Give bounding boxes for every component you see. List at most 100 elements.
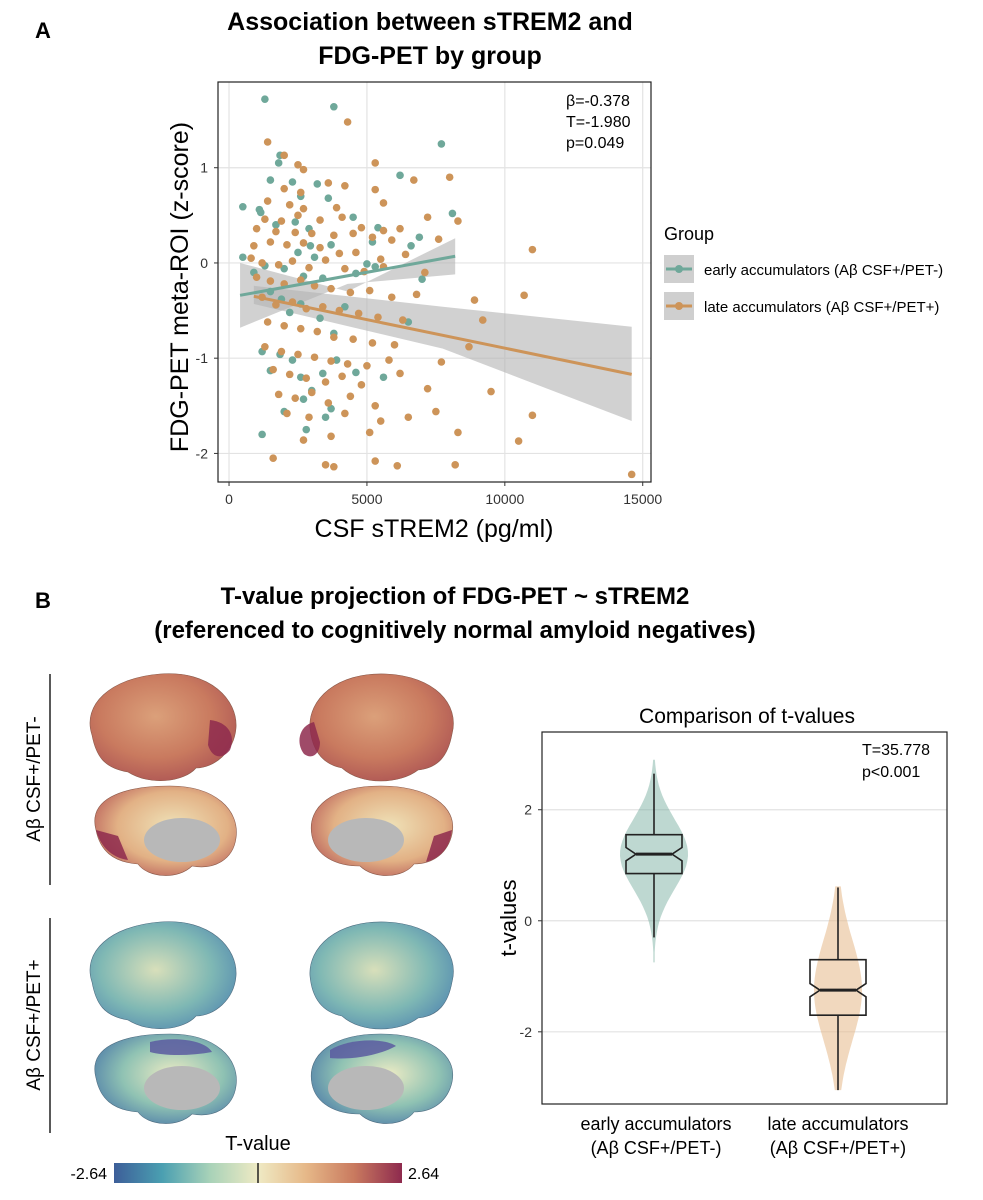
scatter-point-early	[261, 95, 269, 103]
scatter-point-late	[371, 185, 380, 194]
scatter-point-late	[307, 229, 316, 238]
brain-early-right-medial-region	[426, 830, 452, 862]
scatter-point-late	[294, 350, 302, 359]
brain-early-right-medial-core	[328, 818, 404, 862]
scatter-point-late	[338, 372, 346, 381]
scatter-point-early	[352, 368, 360, 377]
scatter-plot-frame	[217, 81, 652, 483]
y-tick-label: 0	[524, 913, 532, 929]
scatter-point-late	[437, 358, 446, 366]
regression-line-early	[239, 254, 456, 297]
scatter-point-late	[478, 316, 487, 324]
brain-early-right-lateral	[309, 673, 454, 782]
brain-early-right-lateral-region	[299, 722, 320, 757]
scatter-point-early	[288, 178, 297, 186]
scatter-point-early	[327, 241, 335, 249]
scatter-point-late	[371, 402, 380, 410]
colorbar-min-label: -2.64	[71, 1166, 108, 1183]
scatter-point-early	[448, 209, 457, 218]
scatter-point-late	[398, 316, 407, 324]
scatter-point-late	[410, 176, 418, 184]
scatter-stat-beta: β=-0.378	[566, 93, 630, 110]
scatter-point-early	[396, 171, 404, 180]
scatter-point-late	[299, 165, 308, 174]
scatter-point-late	[368, 339, 377, 347]
scatter-point-early	[291, 218, 300, 226]
scatter-point-late	[291, 228, 300, 237]
violin-stat-t: T=35.778	[862, 742, 930, 759]
violin-shape-late	[814, 886, 862, 1091]
scatter-point-late	[627, 470, 636, 479]
violin-plot-frame	[541, 731, 948, 1105]
scatter-point-late	[528, 411, 537, 420]
scatter-point-late	[371, 159, 380, 167]
scatter-point-late	[404, 413, 413, 422]
scatter-point-early	[280, 264, 288, 273]
scatter-point-early	[294, 248, 302, 257]
brain-late-right-lateral	[309, 921, 454, 1030]
scatter-point-late	[313, 327, 322, 336]
scatter-point-late	[393, 462, 402, 470]
brain-late-left-medial-region	[150, 1039, 212, 1055]
scatter-y-axis-label: FDG-PET meta-ROI (z-score)	[166, 122, 194, 452]
legend-key-early-point	[675, 265, 683, 273]
scatter-point-late	[280, 151, 288, 160]
brain-renderings	[89, 673, 454, 1124]
scatter-point-late	[266, 277, 275, 285]
legend-label-early: early accumulators (Aβ CSF+/PET-)	[704, 262, 943, 279]
scatter-point-early	[415, 233, 424, 242]
box-late	[809, 958, 867, 1016]
scatter-point-late	[332, 203, 341, 212]
scatter-point-late	[324, 399, 333, 407]
scatter-point-early	[274, 159, 283, 167]
scatter-point-late	[341, 264, 349, 273]
scatter-point-late	[261, 215, 269, 223]
scatter-point-late	[432, 407, 440, 416]
scatter-point-late	[261, 342, 269, 351]
scatter-point-early	[258, 430, 266, 439]
scatter-point-late	[302, 374, 311, 382]
scatter-x-axis-label: CSF sTREM2 (pg/ml)	[315, 515, 554, 543]
panel-a-letter: A	[35, 18, 51, 43]
scatter-point-late	[310, 353, 319, 362]
violin-plot-title: Comparison of t-values	[639, 705, 855, 728]
violin-plot: Comparison of t-values -2 0 2 t-values T=3…	[496, 705, 948, 1158]
y-tick-label: 0	[200, 255, 208, 271]
scatter-point-early	[299, 395, 308, 403]
scatter-point-late	[310, 282, 319, 290]
scatter-point-late	[465, 342, 473, 351]
scatter-point-late	[371, 457, 380, 465]
scatter-point-late	[454, 217, 462, 225]
scatter-plot: 0 5000 10000 15000 -2 -1 0 1 CSF sTREM2 (pg/ml…	[166, 81, 662, 543]
colorbar-label: T-value	[225, 1133, 291, 1155]
y-tick-label: -1	[196, 350, 209, 366]
panel-a-title-line1: Association between sTREM2 and	[227, 8, 633, 36]
scatter-point-early	[313, 180, 322, 188]
x-tick-label: 0	[225, 491, 233, 507]
scatter-point-late	[266, 238, 275, 246]
scatter-point-late	[299, 204, 308, 213]
row-label-pet-negative: Aβ CSF+/PET-	[24, 716, 45, 842]
scatter-point-late	[291, 394, 300, 402]
scatter-point-late	[285, 370, 294, 379]
scatter-point-early	[327, 404, 335, 413]
scatter-point-late	[327, 284, 335, 293]
violin-plot-frame-bg	[542, 732, 947, 1104]
scatter-point-late	[354, 309, 363, 318]
scatter-point-late	[330, 333, 338, 342]
legend-label-late: late accumulators (Aβ CSF+/PET+)	[704, 299, 939, 316]
scatter-point-early	[272, 221, 280, 229]
scatter-point-late	[376, 255, 385, 263]
panel-a-title-line2: FDG-PET by group	[318, 42, 542, 70]
scatter-point-late	[341, 409, 349, 418]
scatter-point-early	[288, 356, 297, 364]
box-early	[625, 833, 683, 875]
brain-late-right-medial-region	[330, 1040, 396, 1059]
scatter-point-early	[239, 253, 247, 262]
panel-b-title-line1: T-value projection of FDG-PET ~ sTREM2	[221, 583, 690, 610]
scatter-point-late	[285, 201, 294, 209]
scatter-point-late	[349, 335, 357, 343]
scatter-legend: Group early accumulators (Aβ CSF+/PET-) …	[664, 224, 943, 320]
scatter-point-late	[269, 454, 277, 462]
scatter-point-late	[330, 231, 338, 240]
